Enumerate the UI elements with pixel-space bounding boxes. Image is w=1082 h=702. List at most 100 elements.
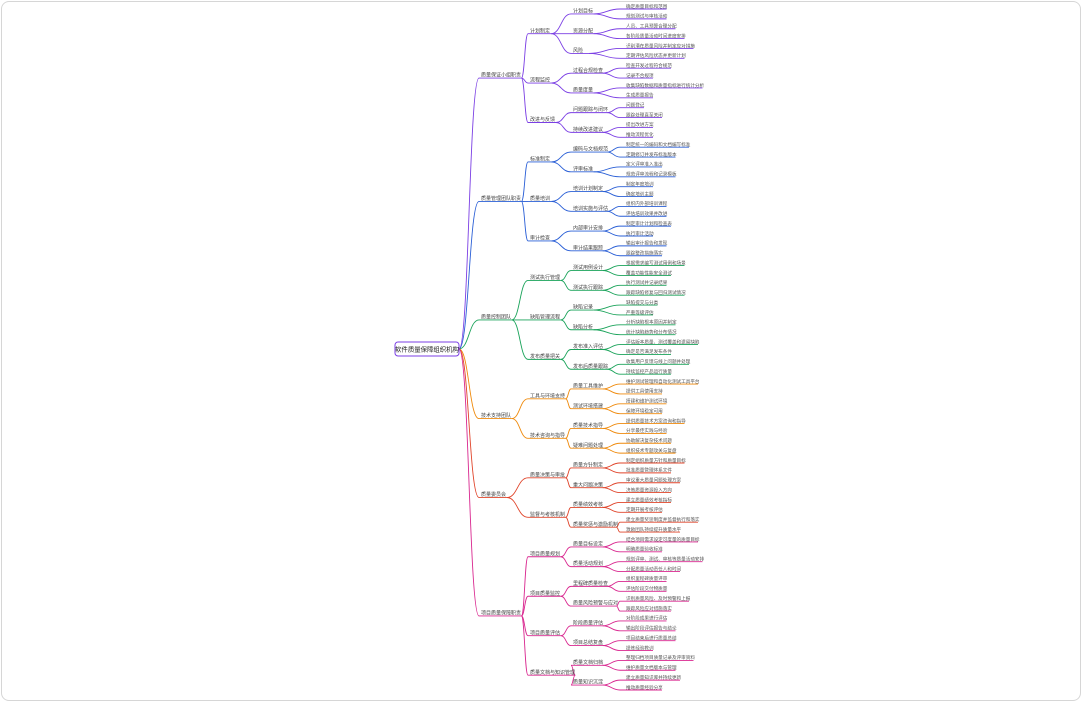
topic-node[interactable]: 重大问题决策 (573, 481, 603, 488)
leaf-node[interactable]: 建立质量奖惩制度并监督执行和落实 (626, 516, 700, 523)
subtopic-node[interactable]: 项目质量评估 (530, 629, 560, 636)
topic-node[interactable]: 测试环境搭建 (573, 402, 603, 409)
topic-node[interactable]: 资源分配 (573, 27, 593, 34)
leaf-node[interactable]: 缺陷提交与分类 (626, 299, 659, 306)
topic-node[interactable]: 计划目标 (573, 8, 593, 15)
leaf-node[interactable]: 确定培训主题 (626, 190, 654, 197)
leaf-node[interactable]: 定义评审准入准出 (626, 161, 663, 168)
topic-node[interactable]: 测试执行跟踪 (573, 284, 603, 291)
leaf-node[interactable]: 分析缺陷根本原因并制定 (626, 319, 677, 326)
topic-node[interactable]: 质量度量 (573, 86, 593, 93)
branch-node[interactable]: 技术支持团队 (481, 412, 511, 419)
leaf-node[interactable]: 规划测试与审核活动 (626, 13, 668, 20)
leaf-node[interactable]: 定期评估风险状态并更新计划 (626, 52, 686, 59)
leaf-node[interactable]: 评估版本质量、测试覆盖和遗留缺陷 (626, 338, 700, 345)
topic-node[interactable]: 培训计划制定 (573, 185, 603, 192)
leaf-node[interactable]: 决策质量资源投入方向 (626, 486, 672, 493)
topic-node[interactable]: 质量风险预警与应对 (573, 600, 618, 607)
subtopic-node[interactable]: 质量决策与审批 (530, 471, 565, 478)
leaf-node[interactable]: 问题登记 (626, 101, 645, 108)
topic-node[interactable]: 质量奖惩与激励机制 (573, 521, 618, 528)
leaf-node[interactable]: 定期修订并发布标准版本 (626, 151, 677, 158)
leaf-node[interactable]: 收集用户反馈与线上问题并处理 (626, 358, 691, 365)
topic-node[interactable]: 缺陷记录 (573, 304, 593, 311)
leaf-node[interactable]: 根据需求编写测试用例和场景 (626, 259, 686, 266)
subtopic-node[interactable]: 测试执行管理 (530, 274, 560, 281)
leaf-node[interactable]: 推动流程优化 (626, 131, 654, 138)
subtopic-node[interactable]: 标准制定 (530, 156, 550, 163)
leaf-node[interactable]: 执行审计活动 (626, 230, 654, 237)
leaf-node[interactable]: 维护测试管理和自动化测试工具平台 (626, 378, 700, 385)
leaf-node[interactable]: 保障环境稳定可用 (626, 407, 663, 414)
topic-node[interactable]: 质量知识沉淀 (573, 679, 603, 686)
leaf-node[interactable]: 批准质量管理体系文件 (626, 467, 672, 474)
leaf-node[interactable]: 跟踪风险应对措施落实 (626, 605, 672, 612)
topic-node[interactable]: 缺陷分析 (573, 323, 593, 330)
leaf-node[interactable]: 对阶段成果进行评估 (626, 615, 668, 622)
leaf-node[interactable]: 激励团队持续提升质量水平 (626, 526, 682, 533)
leaf-node[interactable]: 各阶段质量活动时间进度安排 (626, 32, 686, 39)
leaf-node[interactable]: 制定审计计划和检查表 (626, 220, 672, 227)
root-node[interactable]: 软件质量保障组织机构 (394, 341, 460, 357)
branch-node[interactable]: 质量管理团队职责 (481, 195, 521, 202)
leaf-node[interactable]: 跟踪缺陷修复与回归测试情况 (626, 289, 686, 296)
subtopic-node[interactable]: 改进与反馈 (530, 116, 555, 123)
leaf-node[interactable]: 提供工具使用支持 (626, 388, 663, 395)
leaf-node[interactable]: 跟踪处理直至关闭 (626, 111, 663, 118)
leaf-node[interactable]: 提炼经验教训 (626, 644, 654, 651)
topic-node[interactable]: 发布准入评估 (573, 343, 603, 350)
leaf-node[interactable]: 整理归档项目质量记录及评审资料 (626, 654, 695, 661)
leaf-node[interactable]: 记录不合规项 (626, 72, 654, 79)
topic-node[interactable]: 发布后质量跟踪 (573, 363, 608, 370)
leaf-node[interactable]: 识别质量风险、及时预警和上报 (626, 595, 691, 602)
leaf-node[interactable]: 分配质量活动责任人和时间 (626, 565, 682, 572)
topic-node[interactable]: 质量文档归档 (573, 659, 603, 666)
leaf-node[interactable]: 评估培训效果并改进 (626, 210, 668, 217)
topic-node[interactable]: 审计结果跟踪 (573, 244, 603, 251)
branch-node[interactable]: 质量委员会 (481, 491, 506, 498)
leaf-node[interactable]: 结合项目需求设定可度量的质量目标 (626, 536, 700, 543)
subtopic-node[interactable]: 发布质量把关 (530, 353, 560, 360)
subtopic-node[interactable]: 工具与环境支持 (530, 392, 565, 399)
subtopic-node[interactable]: 缺陷管理流程 (530, 313, 560, 320)
leaf-node[interactable]: 提出改进方案 (626, 121, 654, 128)
topic-node[interactable]: 质量绩效考核 (573, 501, 603, 508)
leaf-node[interactable]: 跟踪整改措施落实 (626, 250, 663, 257)
leaf-node[interactable]: 检查开发过程符合规范 (626, 62, 672, 69)
topic-node[interactable]: 风险 (573, 47, 583, 54)
branch-node[interactable]: 质量保证小组职责 (481, 72, 521, 79)
leaf-node[interactable]: 组织内外部培训课程 (626, 200, 668, 207)
branch-node[interactable]: 质量控制团队 (481, 313, 511, 320)
subtopic-node[interactable]: 计划制定 (530, 27, 550, 34)
topic-node[interactable]: 疑难问题处理 (573, 442, 603, 449)
subtopic-node[interactable]: 技术咨询与指导 (530, 432, 565, 439)
subtopic-node[interactable]: 项目质量监控 (530, 590, 560, 597)
topic-node[interactable]: 里程碑质量检查 (573, 580, 608, 587)
topic-node[interactable]: 编码与文档规范 (573, 146, 608, 153)
topic-node[interactable]: 质量目标设定 (573, 540, 603, 547)
leaf-node[interactable]: 规范评审流程和记录模板 (626, 171, 677, 178)
subtopic-node[interactable]: 监督与考核机制 (530, 511, 565, 518)
topic-node[interactable]: 项目总结复盘 (573, 639, 603, 646)
subtopic-node[interactable]: 流程监控 (530, 77, 550, 84)
subtopic-node[interactable]: 质量培训 (530, 195, 550, 202)
topic-node[interactable]: 阶段质量评估 (573, 619, 603, 626)
leaf-node[interactable]: 识别潜在质量风险并制定应对措施 (626, 42, 695, 49)
leaf-node[interactable]: 输出审计报告和发现 (626, 240, 668, 247)
topic-node[interactable]: 过程合规检查 (573, 67, 603, 74)
subtopic-node[interactable]: 质量文档与知识管理 (530, 669, 575, 676)
leaf-node[interactable]: 评估阶段交付物质量 (626, 585, 668, 592)
leaf-node[interactable]: 定期开展考核评估 (626, 506, 663, 513)
leaf-node[interactable]: 搭建和维护测试环境 (626, 398, 668, 405)
topic-node[interactable]: 评审标准 (573, 165, 593, 172)
leaf-node[interactable]: 制定年度培训 (626, 180, 654, 187)
leaf-node[interactable]: 推动质量经验分享 (626, 684, 663, 691)
topic-node[interactable]: 问题跟踪与闭环 (573, 106, 608, 113)
topic-node[interactable]: 质量活动规划 (573, 560, 603, 567)
leaf-node[interactable]: 组织技术专题攻关与复盘 (626, 447, 677, 454)
leaf-node[interactable]: 人员、工具预算合理分配 (626, 23, 677, 30)
leaf-node[interactable]: 组织里程碑质量评审 (626, 575, 668, 582)
topic-node[interactable]: 持续改进建议 (573, 126, 603, 133)
leaf-node[interactable]: 协助解决复杂技术问题 (626, 437, 672, 444)
